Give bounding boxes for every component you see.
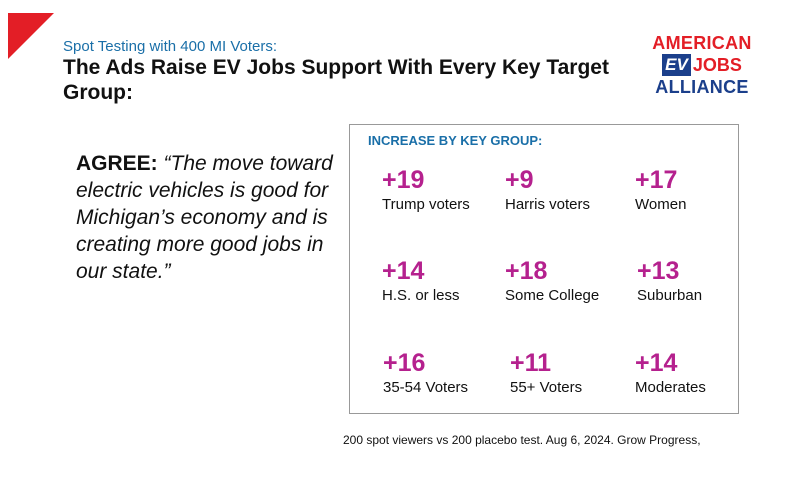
stat-harris-voters: +9 Harris voters [505, 165, 590, 214]
stat-suburban: +13 Suburban [637, 256, 702, 305]
stat-value: +19 [382, 166, 425, 194]
stat-35-54-voters: +16 35-54 Voters [383, 348, 468, 397]
stat-value: +11 [510, 349, 552, 377]
logo-line-ev-jobs: EV JOBS [642, 54, 762, 76]
logo-line-american: AMERICAN [652, 33, 752, 53]
stat-value: +18 [505, 257, 548, 285]
stat-label: Moderates [635, 379, 706, 396]
stat-women: +17 Women [635, 165, 686, 214]
agree-label: AGREE: [76, 152, 158, 175]
stat-label: Trump voters [382, 196, 470, 213]
stat-trump-voters: +19 Trump voters [382, 165, 470, 214]
stat-value: +14 [635, 349, 678, 377]
stat-value: +14 [382, 257, 425, 285]
stat-moderates: +14 Moderates [635, 348, 706, 397]
logo-ev: EV [662, 54, 691, 76]
stat-55-plus-voters: +11 55+ Voters [510, 348, 582, 397]
source-footnote: 200 spot viewers vs 200 placebo test. Au… [343, 433, 701, 447]
slide-title: The Ads Raise EV Jobs Support With Every… [63, 56, 609, 104]
logo-jobs: JOBS [692, 55, 742, 75]
stat-label: 55+ Voters [510, 379, 583, 396]
american-ev-jobs-alliance-logo: AMERICAN EV JOBS ALLIANCE [642, 32, 762, 98]
panel-heading: INCREASE BY KEY GROUP: [368, 133, 543, 148]
stat-hs-or-less: +14 H.S. or less [382, 256, 460, 305]
stat-value: +9 [505, 166, 534, 194]
stat-value: +13 [637, 257, 680, 285]
stat-label: Women [635, 196, 687, 213]
corner-triangle-decoration [8, 13, 54, 59]
stat-label: H.S. or less [382, 287, 460, 304]
logo-line-alliance: ALLIANCE [655, 77, 749, 97]
stat-label: Harris voters [505, 196, 591, 213]
stat-some-college: +18 Some College [505, 256, 599, 305]
stat-label: Suburban [637, 287, 703, 304]
stat-label: 35-54 Voters [383, 379, 469, 396]
quote-text: “The move toward electric vehicles is go… [76, 152, 333, 283]
slide-subtitle: Spot Testing with 400 MI Voters: [63, 38, 278, 55]
agree-quote: AGREE: “The move toward electric vehicle… [76, 150, 336, 285]
key-group-panel: INCREASE BY KEY GROUP: +19 Trump voters … [349, 124, 739, 414]
stat-label: Some College [505, 287, 600, 304]
stat-value: +17 [635, 166, 678, 194]
stat-value: +16 [383, 349, 426, 377]
